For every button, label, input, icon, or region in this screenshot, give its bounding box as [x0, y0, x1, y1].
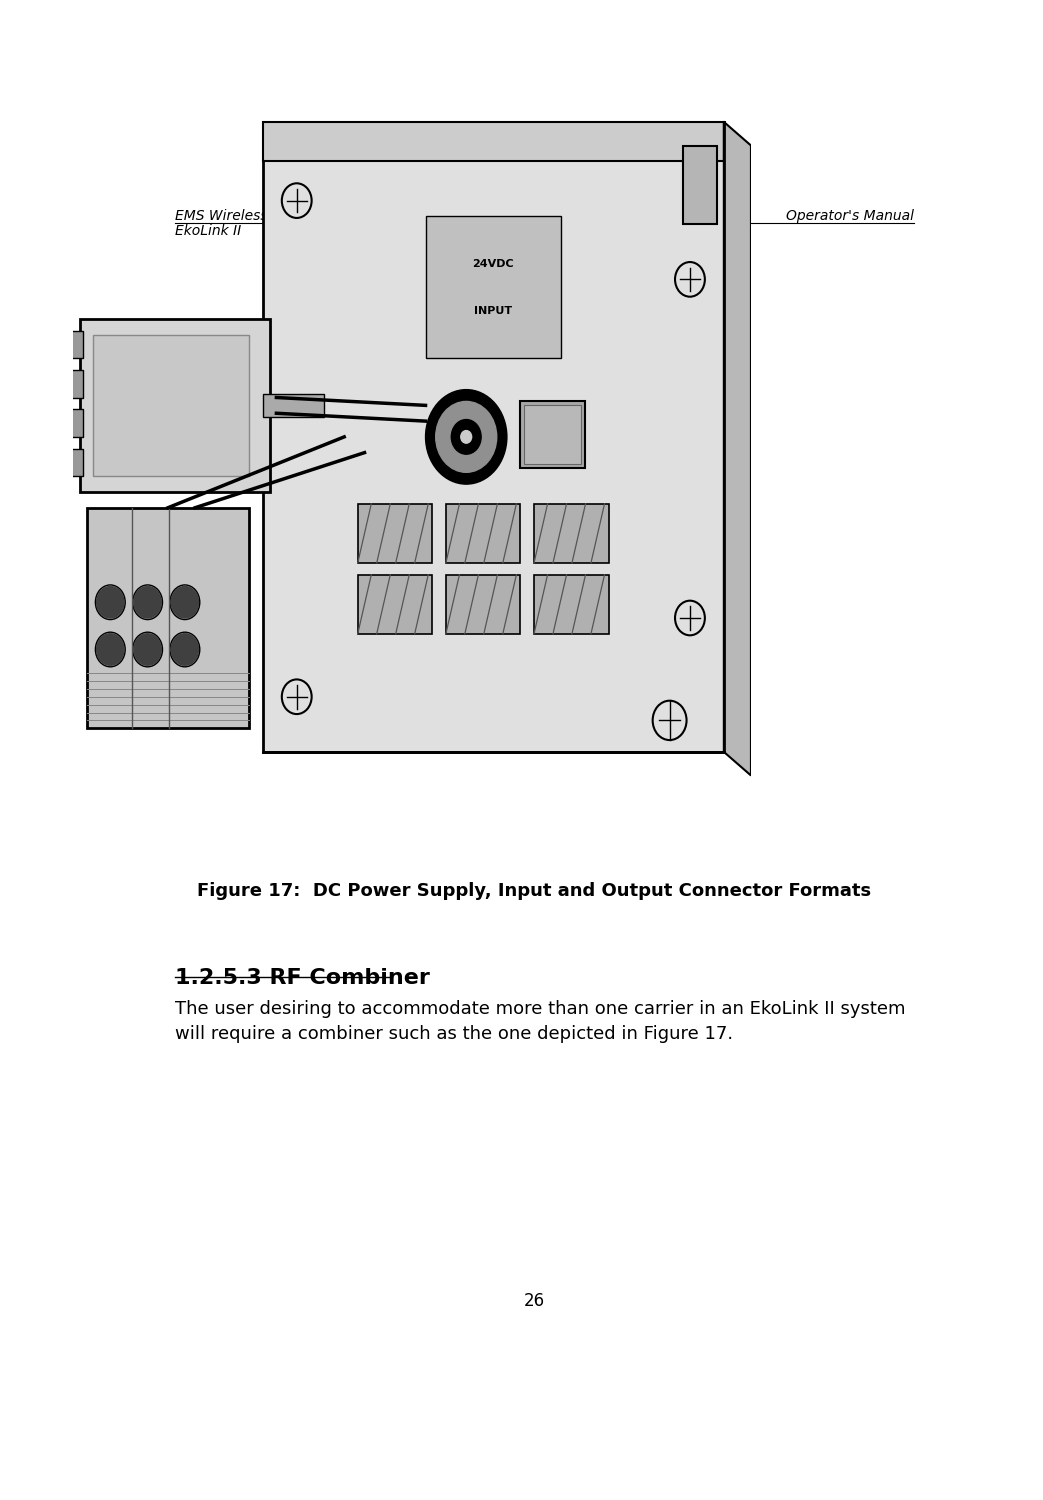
Text: 26: 26 [524, 1292, 545, 1310]
Bar [534, 574, 609, 633]
Polygon shape [724, 122, 751, 776]
Polygon shape [263, 122, 724, 162]
Bar [446, 504, 520, 562]
Bar [358, 574, 433, 633]
Circle shape [461, 430, 471, 442]
Text: 1.2.5.3 RF Combiner: 1.2.5.3 RF Combiner [175, 968, 430, 987]
Circle shape [452, 420, 481, 454]
Bar [79, 320, 269, 492]
Bar [263, 393, 323, 417]
Bar [87, 507, 249, 729]
Bar [520, 402, 585, 468]
Circle shape [436, 402, 496, 472]
Circle shape [171, 633, 198, 666]
Bar [263, 122, 724, 752]
Bar [426, 216, 561, 358]
Circle shape [426, 390, 507, 484]
Bar [67, 448, 83, 477]
Circle shape [97, 633, 124, 666]
Bar [94, 334, 249, 477]
Bar [446, 574, 520, 633]
Circle shape [134, 633, 161, 666]
Circle shape [97, 586, 124, 618]
Circle shape [171, 586, 198, 618]
Bar [534, 504, 609, 562]
Text: The user desiring to accommodate more than one carrier in an EkoLink II system
w: The user desiring to accommodate more th… [175, 1000, 905, 1042]
Circle shape [134, 586, 161, 618]
Text: 24VDC: 24VDC [472, 258, 514, 268]
Text: EkoLink II: EkoLink II [175, 224, 241, 238]
Text: INPUT: INPUT [475, 306, 512, 316]
Bar [524, 405, 581, 465]
Bar [67, 410, 83, 436]
Bar [67, 330, 83, 358]
Text: Figure 17:  DC Power Supply, Input and Output Connector Formats: Figure 17: DC Power Supply, Input and Ou… [197, 882, 872, 900]
Bar [358, 504, 433, 562]
Text: Operator's Manual: Operator's Manual [786, 209, 915, 224]
Bar [67, 370, 83, 398]
Bar [683, 146, 718, 225]
Text: EMS Wireless: EMS Wireless [175, 209, 267, 224]
